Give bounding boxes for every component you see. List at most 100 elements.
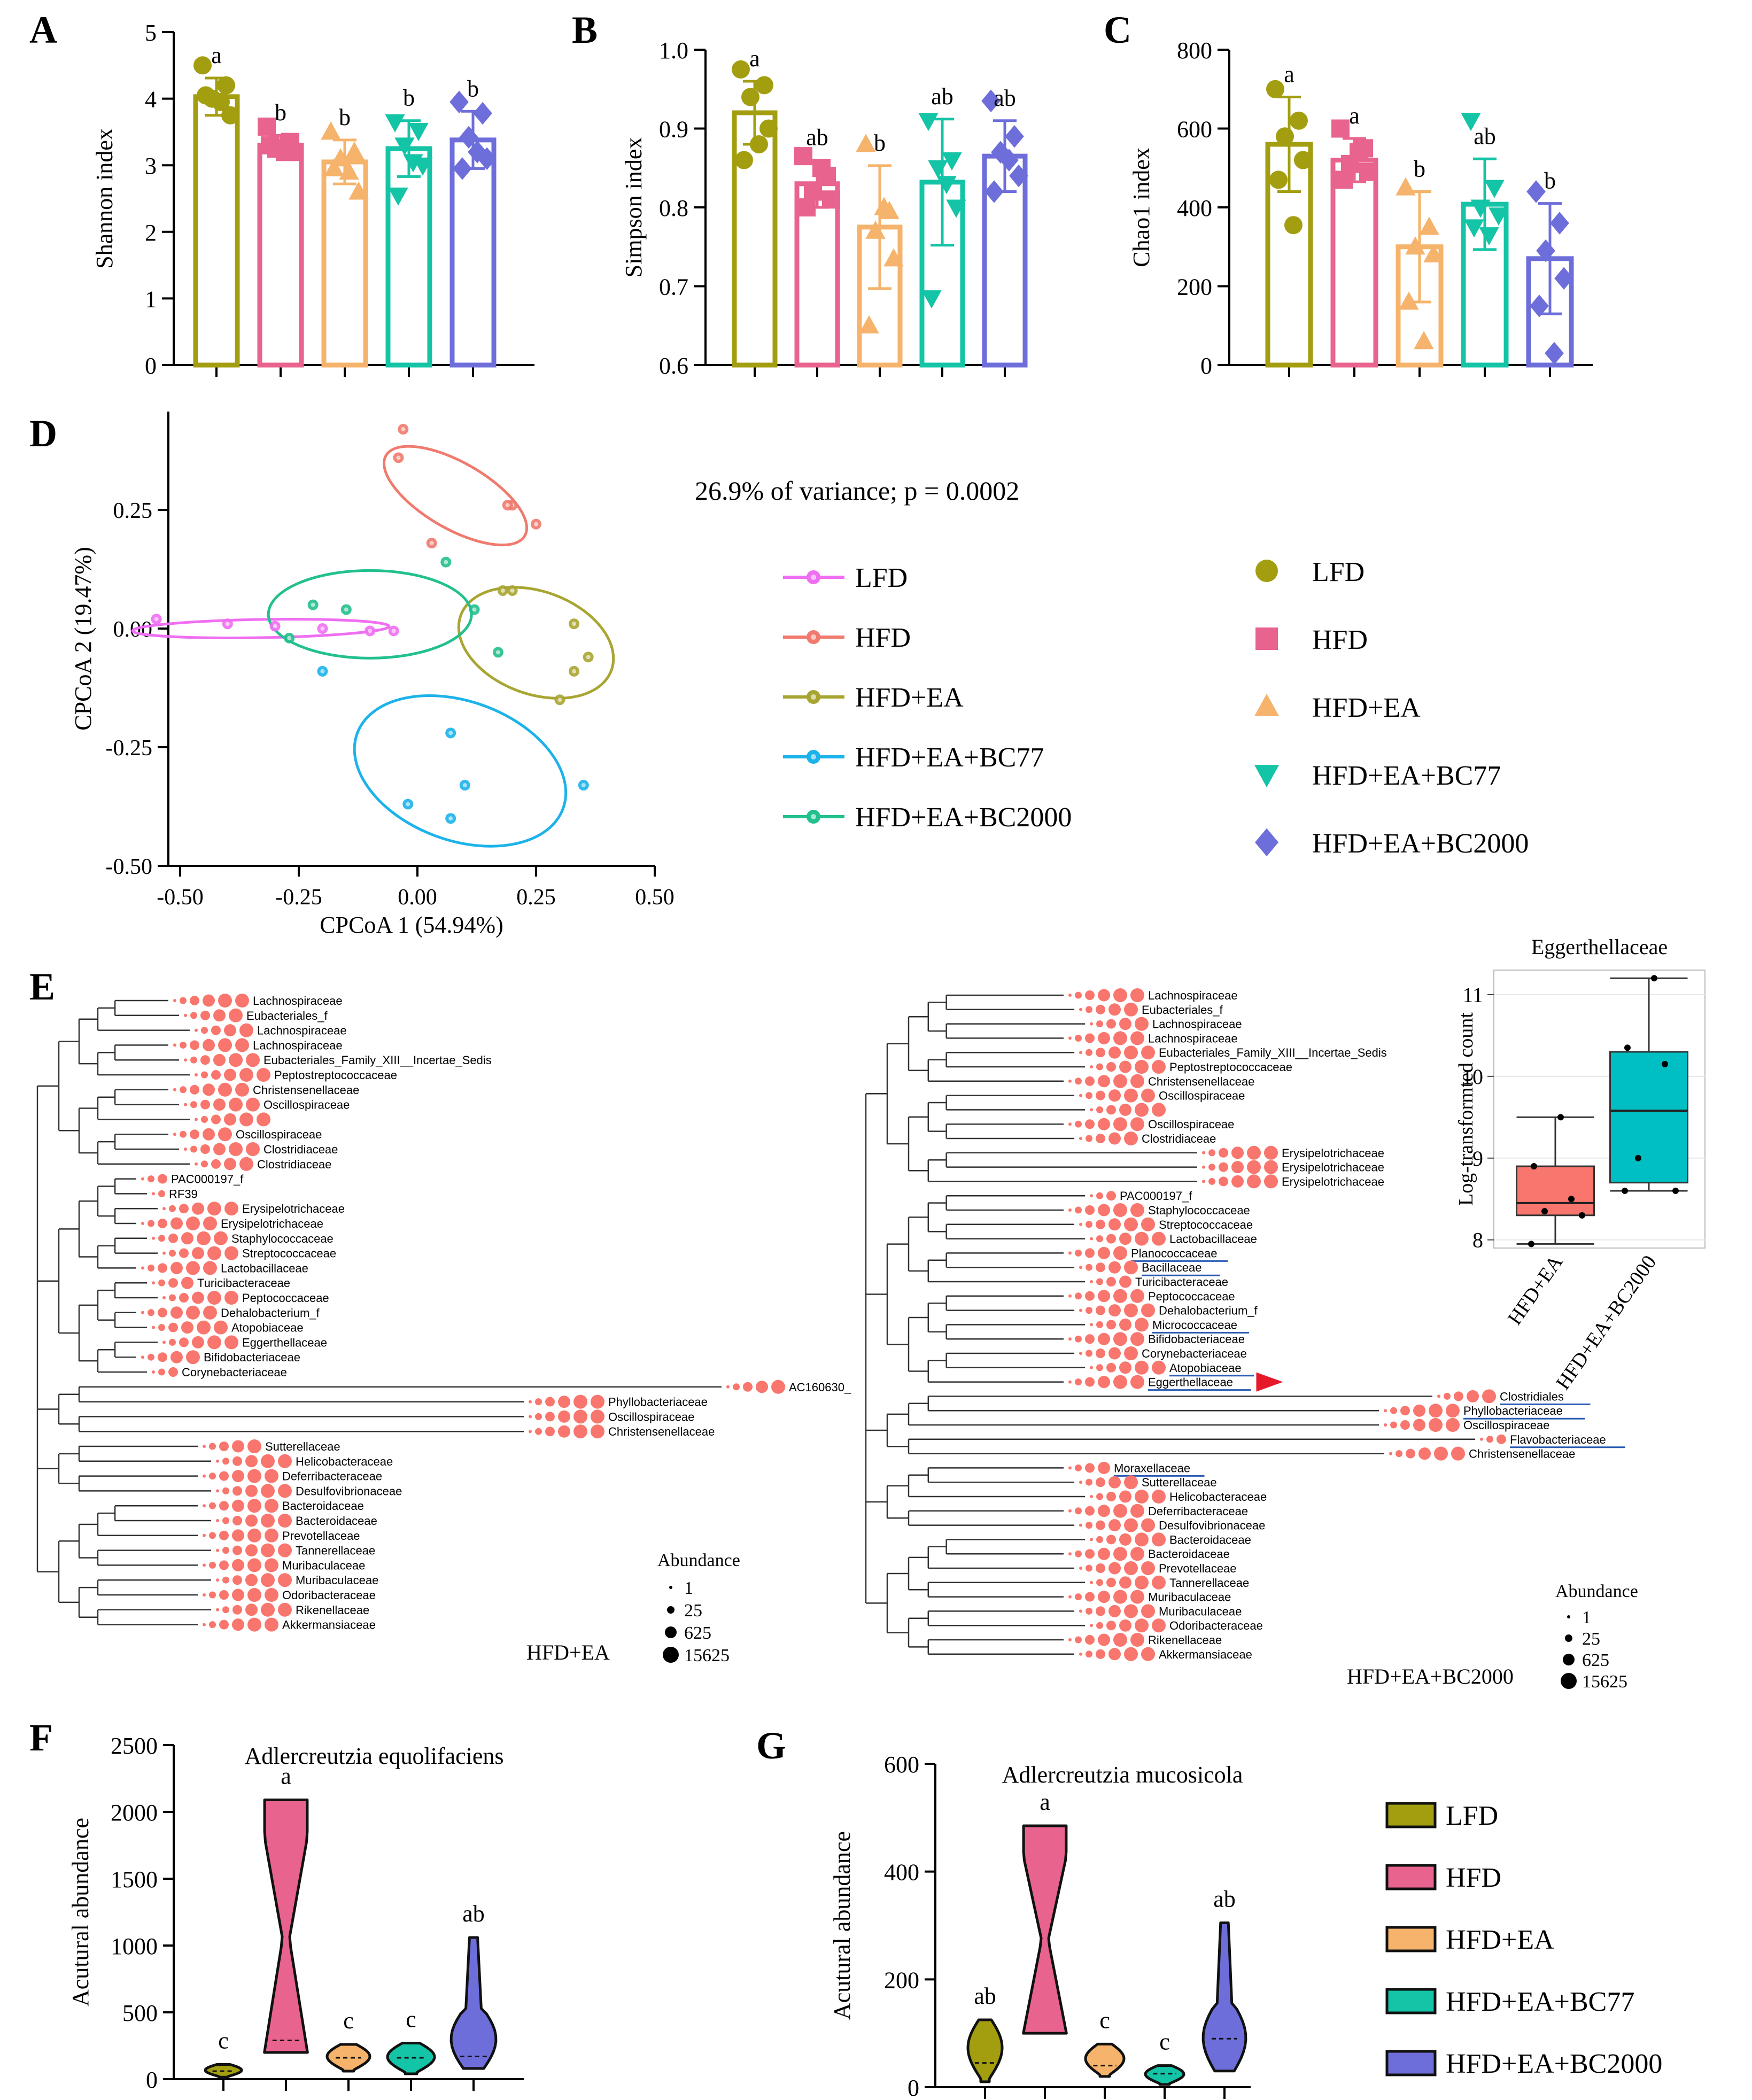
abundance-dot [1096,1278,1103,1285]
abundance-dot [1090,1495,1093,1498]
significance-letter: c [1159,2029,1170,2055]
data-point [468,141,487,164]
abundance-dot [1096,1493,1103,1500]
abundance-dot [1085,1592,1095,1602]
abundance-dot [278,1484,292,1498]
significance-letter: a [211,42,222,68]
abundance-dot [169,1250,176,1257]
scatter-point-highlight [586,655,591,660]
abundance-dot [1096,1004,1105,1014]
abundance-dot [1108,1304,1121,1317]
abundance-dot [222,1517,229,1524]
y-tick-label: 0.7 [659,274,688,300]
taxon-label: Christensenellaceae [608,1425,715,1438]
abundance-dot [1113,1289,1127,1303]
abundance-dot [1086,1092,1092,1099]
data-point [258,117,276,136]
abundance-dot [1152,1532,1166,1547]
taxon-label: Akkermansiaceae [1159,1648,1252,1661]
taxon-label: Dehalobacterium_f [221,1306,320,1320]
abundance-dot [1130,1504,1144,1518]
abundance-dot [239,1157,253,1171]
abundance-dot [245,1455,258,1468]
abundance-legend-label: 25 [684,1601,702,1621]
data-point [942,152,962,171]
violin-shape [1022,1824,1068,2035]
abundance-dot [1106,1621,1116,1631]
abundance-dot [1075,1464,1082,1471]
abundance-dot [245,1484,258,1497]
abundance-dot [1152,1360,1166,1375]
abundance-dot [1119,1233,1131,1245]
abundance-dot [186,1305,200,1320]
data-point [794,147,812,166]
abundance-dot [1086,1221,1092,1228]
abundance-dot [265,1617,278,1632]
abundance-dot [1152,1490,1166,1504]
abundance-dot [195,1162,198,1166]
abundance-legend-dot [1561,1673,1577,1689]
taxon-label: Muribaculaceae [296,1574,378,1587]
abundance-dot [1079,1051,1082,1055]
abundance-dot [209,1443,216,1450]
abundance-dot [222,1458,229,1465]
abundance-dot [219,1471,229,1481]
abundance-dot [170,1261,183,1274]
violin-shape [325,2043,371,2073]
abundance-dot [200,1010,210,1020]
abundance-legend-title: Abundance [1555,1582,1638,1601]
abundance-dot [1098,1633,1110,1646]
abundance-dot [1068,1466,1072,1470]
abundance-dot [219,1560,229,1570]
taxon-label: Helicobacteraceae [296,1455,393,1468]
abundance-dot [229,1008,243,1022]
panel-label-f: F [29,1716,53,1759]
abundance-legend-title: Abundance [657,1551,740,1570]
abundance-dot [1247,1160,1261,1174]
abundance-dot [1124,1045,1138,1060]
y-tick-label: 0 [145,353,157,379]
abundance-dot [1108,1347,1121,1360]
x-tick-label: HFD+EA+BC2000 [1552,1251,1661,1394]
panel-label-b: B [572,9,598,51]
abundance-dot [201,1027,208,1034]
taxon-label: Prevotellaceae [1159,1562,1237,1575]
abundance-dot [529,1400,532,1404]
taxon-label: Turicibacteraceae [197,1276,290,1290]
abundance-dot [1106,1277,1116,1287]
abundance-dot [158,1190,165,1197]
abundance-legend-dot [1565,1634,1572,1642]
scatter-point-highlight [448,731,453,735]
data-point [865,220,886,239]
y-tick-label: 5 [145,20,157,46]
abundance-dot [1413,1419,1425,1431]
data-point [921,290,942,309]
abundance-dot [162,1296,166,1299]
legend-swatch [1385,2050,1437,2076]
scatter-point-highlight [581,783,586,788]
abundance-dot [184,1103,187,1106]
abundance-dot [1152,1060,1166,1074]
y-tick-label: 500 [122,2000,158,2026]
data-point [408,122,429,141]
data-point [797,198,816,216]
significance-letter: ab [462,1901,485,1927]
abundance-dot [1079,1652,1082,1656]
data-point [1005,125,1024,148]
abundance-dot [1106,1320,1116,1330]
abundance-dot [1086,1049,1092,1056]
abundance-dot [246,1097,260,1112]
abundance-dot [1130,988,1144,1002]
abundance-dot [1135,1318,1149,1332]
taxon-label: Corynebacteriaceae [182,1366,287,1379]
abundance-dot [162,1340,166,1344]
abundance-dot [216,1608,219,1611]
abundance-dot [1096,1321,1103,1328]
data-point [759,119,778,138]
taxon-label: Lachnospiraceae [1148,1032,1238,1045]
abundance-dot [190,1040,199,1050]
taxon-label: Oscillospiraceae [608,1410,694,1423]
scatter-point-highlight [429,541,434,546]
phylo-tree-hfd-ea: LachnospiraceaeEubacteriales_fLachnospir… [36,994,851,1665]
abundance-dot [1079,1352,1082,1355]
